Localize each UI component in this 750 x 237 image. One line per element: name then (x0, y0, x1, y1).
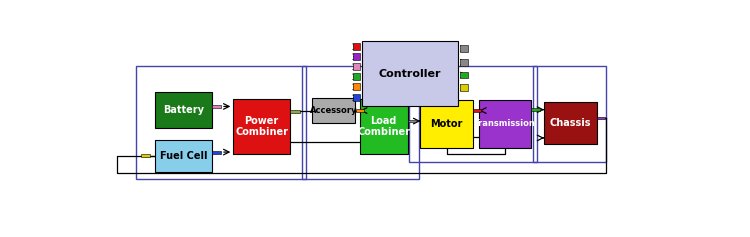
Bar (312, 98, 356, 123)
Text: Accessory: Accessory (310, 106, 357, 115)
Bar (211, 151, 221, 154)
Bar (544, 102, 596, 144)
Text: Motor: Motor (430, 119, 463, 129)
Bar (352, 53, 360, 60)
Bar (352, 63, 360, 70)
Bar (533, 66, 606, 162)
Bar (233, 99, 290, 154)
Bar (142, 155, 149, 157)
Bar (597, 117, 605, 119)
Bar (472, 109, 481, 112)
Bar (460, 59, 468, 66)
Bar (360, 99, 408, 154)
Bar (421, 100, 472, 148)
Bar (352, 43, 360, 50)
Bar (290, 110, 299, 113)
Bar (460, 45, 468, 52)
Bar (154, 140, 212, 172)
Bar (352, 83, 360, 90)
Text: Fuel Cell: Fuel Cell (160, 151, 207, 161)
Text: Load
Combiner: Load Combiner (357, 116, 410, 137)
Bar (136, 66, 306, 179)
Bar (532, 108, 539, 111)
Bar (460, 84, 468, 91)
Text: Chassis: Chassis (550, 118, 591, 128)
Bar (154, 92, 212, 128)
Bar (352, 94, 360, 101)
Bar (460, 72, 468, 78)
Bar (479, 100, 532, 148)
Bar (362, 41, 458, 106)
Text: Battery: Battery (163, 105, 204, 115)
Bar (408, 120, 416, 122)
Bar (211, 105, 221, 108)
Text: Power
Combiner: Power Combiner (236, 116, 288, 137)
Bar (410, 66, 537, 162)
Text: Transmission: Transmission (474, 119, 536, 128)
Bar (302, 66, 419, 179)
Text: Controller: Controller (379, 68, 442, 79)
Bar (352, 73, 360, 80)
Bar (356, 109, 364, 112)
